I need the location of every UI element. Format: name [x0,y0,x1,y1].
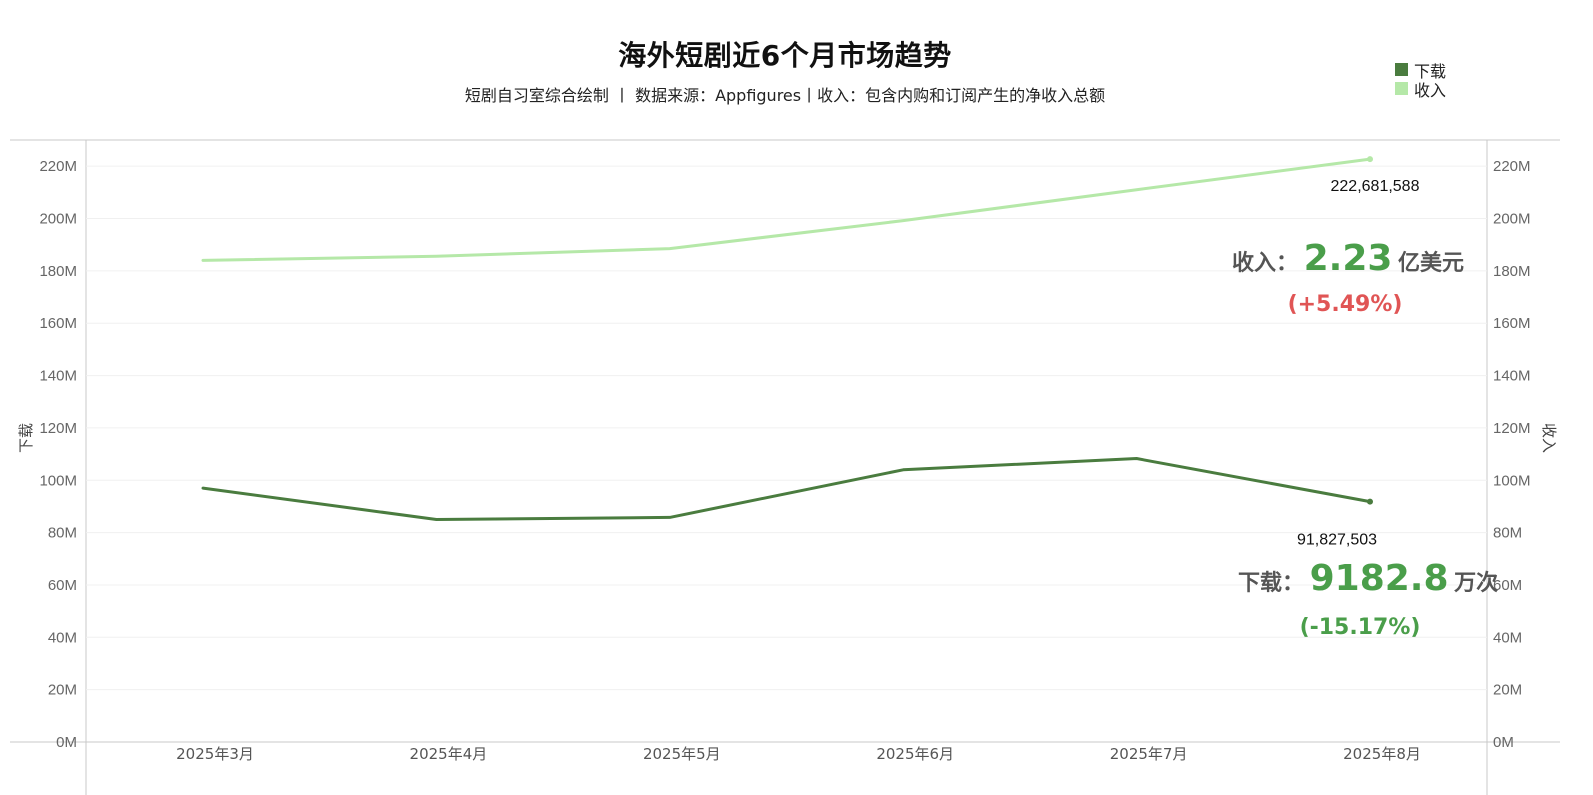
chart-subtitle: 短剧自习室综合绘制 丨 数据来源：Appfigures丨收入：包含内购和订阅产生… [464,86,1106,105]
y-tick-label-right: 220M [1493,158,1531,175]
y-tick-label-right: 180M [1493,263,1531,280]
y-tick-label-left: 100M [39,472,77,489]
x-tick-label: 2025年3月 [176,745,254,763]
y-tick-label-right: 40M [1493,629,1522,646]
x-tick-label: 2025年6月 [876,745,954,763]
legend-item-downloads[interactable]: 下载 [1395,60,1447,81]
y-tick-label-right: 120M [1493,420,1531,437]
kpi-revenue-change: (+5.49%) [1287,292,1403,317]
kpi-downloads-label: 下载： [1238,571,1305,596]
y-tick-label-right: 0M [1493,734,1514,751]
y-tick-label-right: 20M [1493,682,1522,699]
data-label-revenue: 222,681,588 [1331,178,1420,195]
kpi-downloads-change: (-15.17%) [1299,615,1421,640]
y-tick-label-left: 220M [39,158,77,175]
y-tick-label-right: 200M [1493,211,1531,228]
y-tick-label-left: 80M [48,525,77,542]
series-line-revenue [201,157,1372,262]
y-tick-label-right: 160M [1493,315,1531,332]
y-axis-title-left: 下载 [17,423,35,453]
kpi-downloads: 下载： 9182.8 万次 [1238,558,1498,599]
kpi-revenue-value: 2.23 [1303,238,1393,279]
series-line-downloads [201,457,1372,522]
x-tick-label: 2025年7月 [1110,745,1188,763]
legend-swatch-revenue [1395,82,1408,95]
y-axis-title-right: 收入 [1540,423,1558,453]
y-tick-label-right: 140M [1493,368,1531,385]
y-tick-label-right: 80M [1493,525,1522,542]
y-tick-label-left: 200M [39,211,77,228]
x-tick-label: 2025年4月 [410,745,488,763]
y-tick-label-left: 60M [48,577,77,594]
series-end-point-downloads [1367,498,1373,505]
y-tick-label-left: 160M [39,315,77,332]
y-tick-label-left: 0M [56,734,77,751]
y-tick-label-left: 120M [39,420,77,437]
kpi-revenue-unit: 亿美元 [1398,251,1465,276]
y-tick-label-right: 100M [1493,472,1531,489]
legend: 下载 收入 [1395,60,1447,100]
kpi-revenue: 收入： 2.23 亿美元 [1232,238,1464,279]
legend-swatch-downloads [1395,63,1408,76]
y-tick-label-left: 20M [48,682,77,699]
legend-label-downloads: 下载 [1414,61,1447,81]
x-tick-label: 2025年8月 [1343,745,1421,763]
y-tick-label-left: 40M [48,629,77,646]
y-tick-label-left: 140M [39,368,77,385]
series-end-point-revenue [1367,156,1373,163]
x-tick-label: 2025年5月 [643,745,721,763]
kpi-downloads-value: 9182.8 [1309,558,1449,599]
kpi-downloads-unit: 万次 [1454,571,1499,596]
y-tick-label-left: 180M [39,263,77,280]
legend-item-revenue[interactable]: 收入 [1395,79,1447,100]
y-tick-label-right: 60M [1493,577,1522,594]
data-label-downloads: 91,827,503 [1297,532,1377,549]
chart-title: 海外短剧近6个月市场趋势 [618,39,952,72]
legend-label-revenue: 收入 [1414,80,1447,100]
kpi-revenue-label: 收入： [1232,251,1299,276]
